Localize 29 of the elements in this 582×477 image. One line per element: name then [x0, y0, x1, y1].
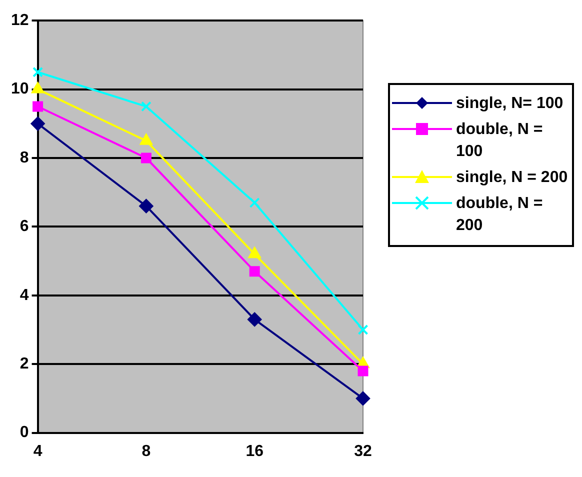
point	[32, 66, 44, 78]
y-tick-label: 6	[20, 218, 29, 236]
point	[140, 134, 152, 145]
point	[140, 152, 152, 164]
legend-label: double, N = 200	[456, 194, 544, 236]
x-tick-label: 16	[246, 442, 264, 460]
point	[249, 266, 260, 277]
point	[140, 101, 152, 112]
point	[249, 197, 260, 208]
x-tick-label: 32	[354, 442, 372, 460]
y-tick-label: 0	[20, 424, 29, 442]
point	[358, 366, 368, 376]
point	[139, 199, 154, 214]
point	[32, 101, 44, 112]
point	[248, 247, 261, 258]
point	[32, 82, 44, 94]
legend-label: single, N= 100	[456, 94, 564, 114]
point	[356, 391, 370, 406]
point	[248, 312, 262, 326]
x-tick-label: 4	[33, 442, 42, 460]
legend-label: single, N = 200	[456, 168, 568, 188]
y-tick-label: 2	[20, 356, 29, 373]
point	[30, 116, 45, 131]
point	[358, 324, 368, 335]
y-tick-label: 8	[20, 149, 29, 166]
x-tick-label: 8	[142, 442, 151, 460]
y-tick-label: 10	[11, 80, 29, 98]
y-tick-label: 12	[11, 12, 29, 30]
y-tick-label: 4	[20, 286, 29, 304]
